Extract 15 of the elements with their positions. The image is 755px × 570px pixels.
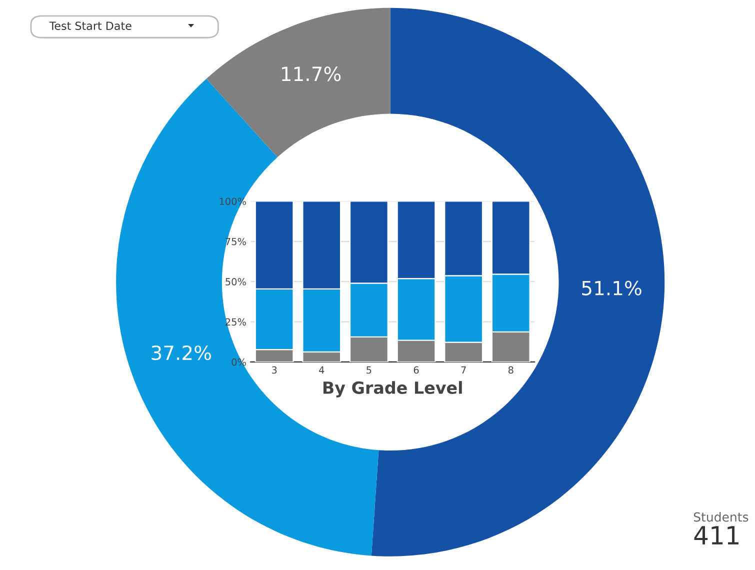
x-axis-title: By Grade Level [323,381,462,398]
text: 411 [694,526,738,544]
text: Test Start Date [49,22,132,30]
x-tick-label: 6 [414,366,419,374]
x-tick-label: 7 [461,366,466,374]
data-label: 37.2% [152,345,211,360]
donut-slice [206,8,390,158]
y-tick-label: 50% [226,278,246,286]
x-tick-label: 5 [366,366,372,374]
x-tick-label: 4 [319,366,324,374]
x-tick-label: 3 [272,366,277,374]
text: Students [694,512,748,522]
data-label: 51.1% [582,280,642,296]
x-tick-label: 8 [508,366,514,374]
data-label: 11.7% [282,66,341,82]
